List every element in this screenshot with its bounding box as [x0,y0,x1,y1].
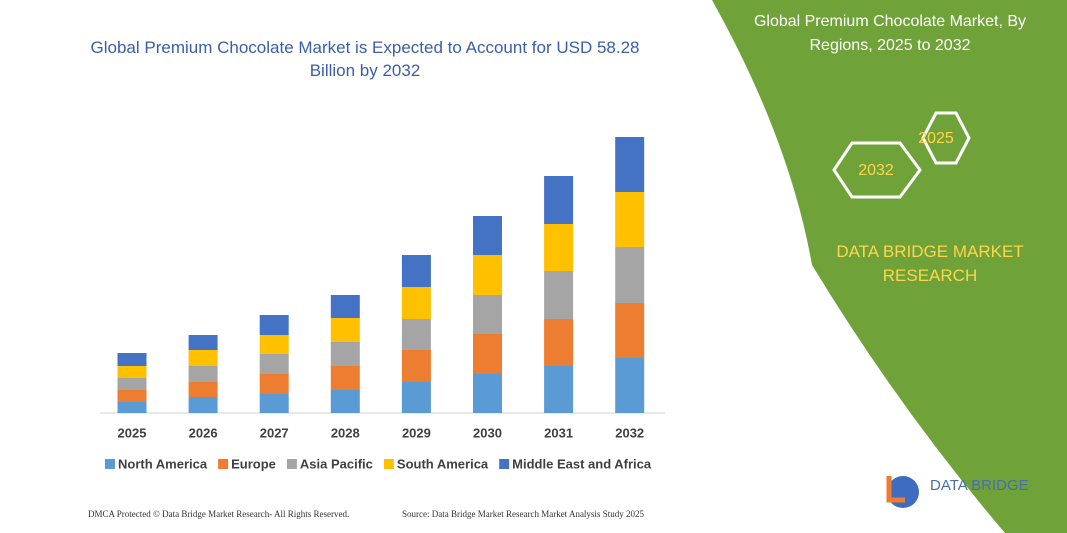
bar-segment [188,397,218,413]
brand-box: DATA BRIDGE MARKET RESEARCH [836,242,1024,285]
footer-left: DMCA Protected © Data Bridge Market Rese… [88,509,349,519]
bar-segment [544,271,574,319]
bar-segment [615,358,645,413]
panel-title-2: Regions, 2025 to 2032 [809,37,970,54]
bar-segment [259,354,289,374]
bar-segment [473,216,502,255]
legend-swatch [383,459,394,469]
bar-segment [117,353,147,366]
hexagon [832,141,922,199]
bar-segment [188,335,218,350]
legend-swatch [105,459,115,469]
legend-swatch [499,459,510,469]
legend-label: Asia Pacific [300,456,373,471]
bar-segment [330,366,360,390]
bar-segment [188,366,218,382]
bar-segment [473,334,502,374]
bar-segment [473,295,502,334]
hexagon [921,111,971,165]
bar-segment [117,390,147,402]
bar-segment [259,315,289,335]
chart-title: Global Premium Chocolate Market is Expec… [90,38,640,80]
badge-end: 2032 [858,162,894,179]
legend-label: North America [118,456,208,471]
logo-icon [887,476,919,508]
x-tick-label: 2029 [402,425,431,440]
logo-text: DATA BRIDGE [930,477,1029,494]
bar-segment [473,374,502,413]
x-tick-label: 2027 [260,425,289,440]
legend-swatch [218,459,229,469]
bar-segment [117,366,147,378]
bar-segment [615,303,645,358]
bar-segment [401,382,431,413]
bar-segment [117,402,147,413]
bar-segment [615,192,645,247]
x-tick-label: 2025 [118,425,147,440]
bar-segment [401,350,431,382]
footer-right: Source: Data Bridge Market Research Mark… [402,509,644,519]
bar-segment [544,176,574,224]
brand: DATA BRIDGE MARKET RESEARCH [836,242,1024,285]
bar-segment [615,137,645,192]
bar-segment [544,319,574,366]
legend-label: Europe [231,456,276,471]
bar-segment [117,378,147,390]
bar-segment [259,394,289,413]
bar-segment [473,255,502,295]
bar-segment [615,247,645,303]
bar-segment [188,382,218,397]
panel-title-1: Global Premium Chocolate Market, By [754,13,1026,30]
badge-start: 2025 [918,130,954,147]
x-tick-label: 2030 [473,425,502,440]
bar-segment [330,295,360,318]
bar-segment [259,374,289,394]
bar-segment [330,390,360,413]
bar-segment [330,342,360,366]
x-tick-label: 2032 [615,425,644,440]
logo-icon [886,476,905,503]
bar-segment [188,350,218,366]
bar-segment [401,319,431,350]
x-tick-label: 2028 [331,425,360,440]
title-box: Global Premium Chocolate Market is Expec… [90,38,640,80]
bar-segment [401,287,431,319]
legend-label: Middle East and Africa [512,456,652,471]
bar-segment [401,255,431,287]
legend-swatch [286,459,297,469]
legend-label: South America [397,456,489,471]
x-tick-label: 2026 [189,425,218,440]
bar-segment [544,366,574,413]
bar-segment [544,224,574,271]
bar-segment [259,335,289,354]
green-panel [712,0,1067,533]
bar-segment [330,318,360,342]
x-tick-label: 2031 [544,425,573,440]
